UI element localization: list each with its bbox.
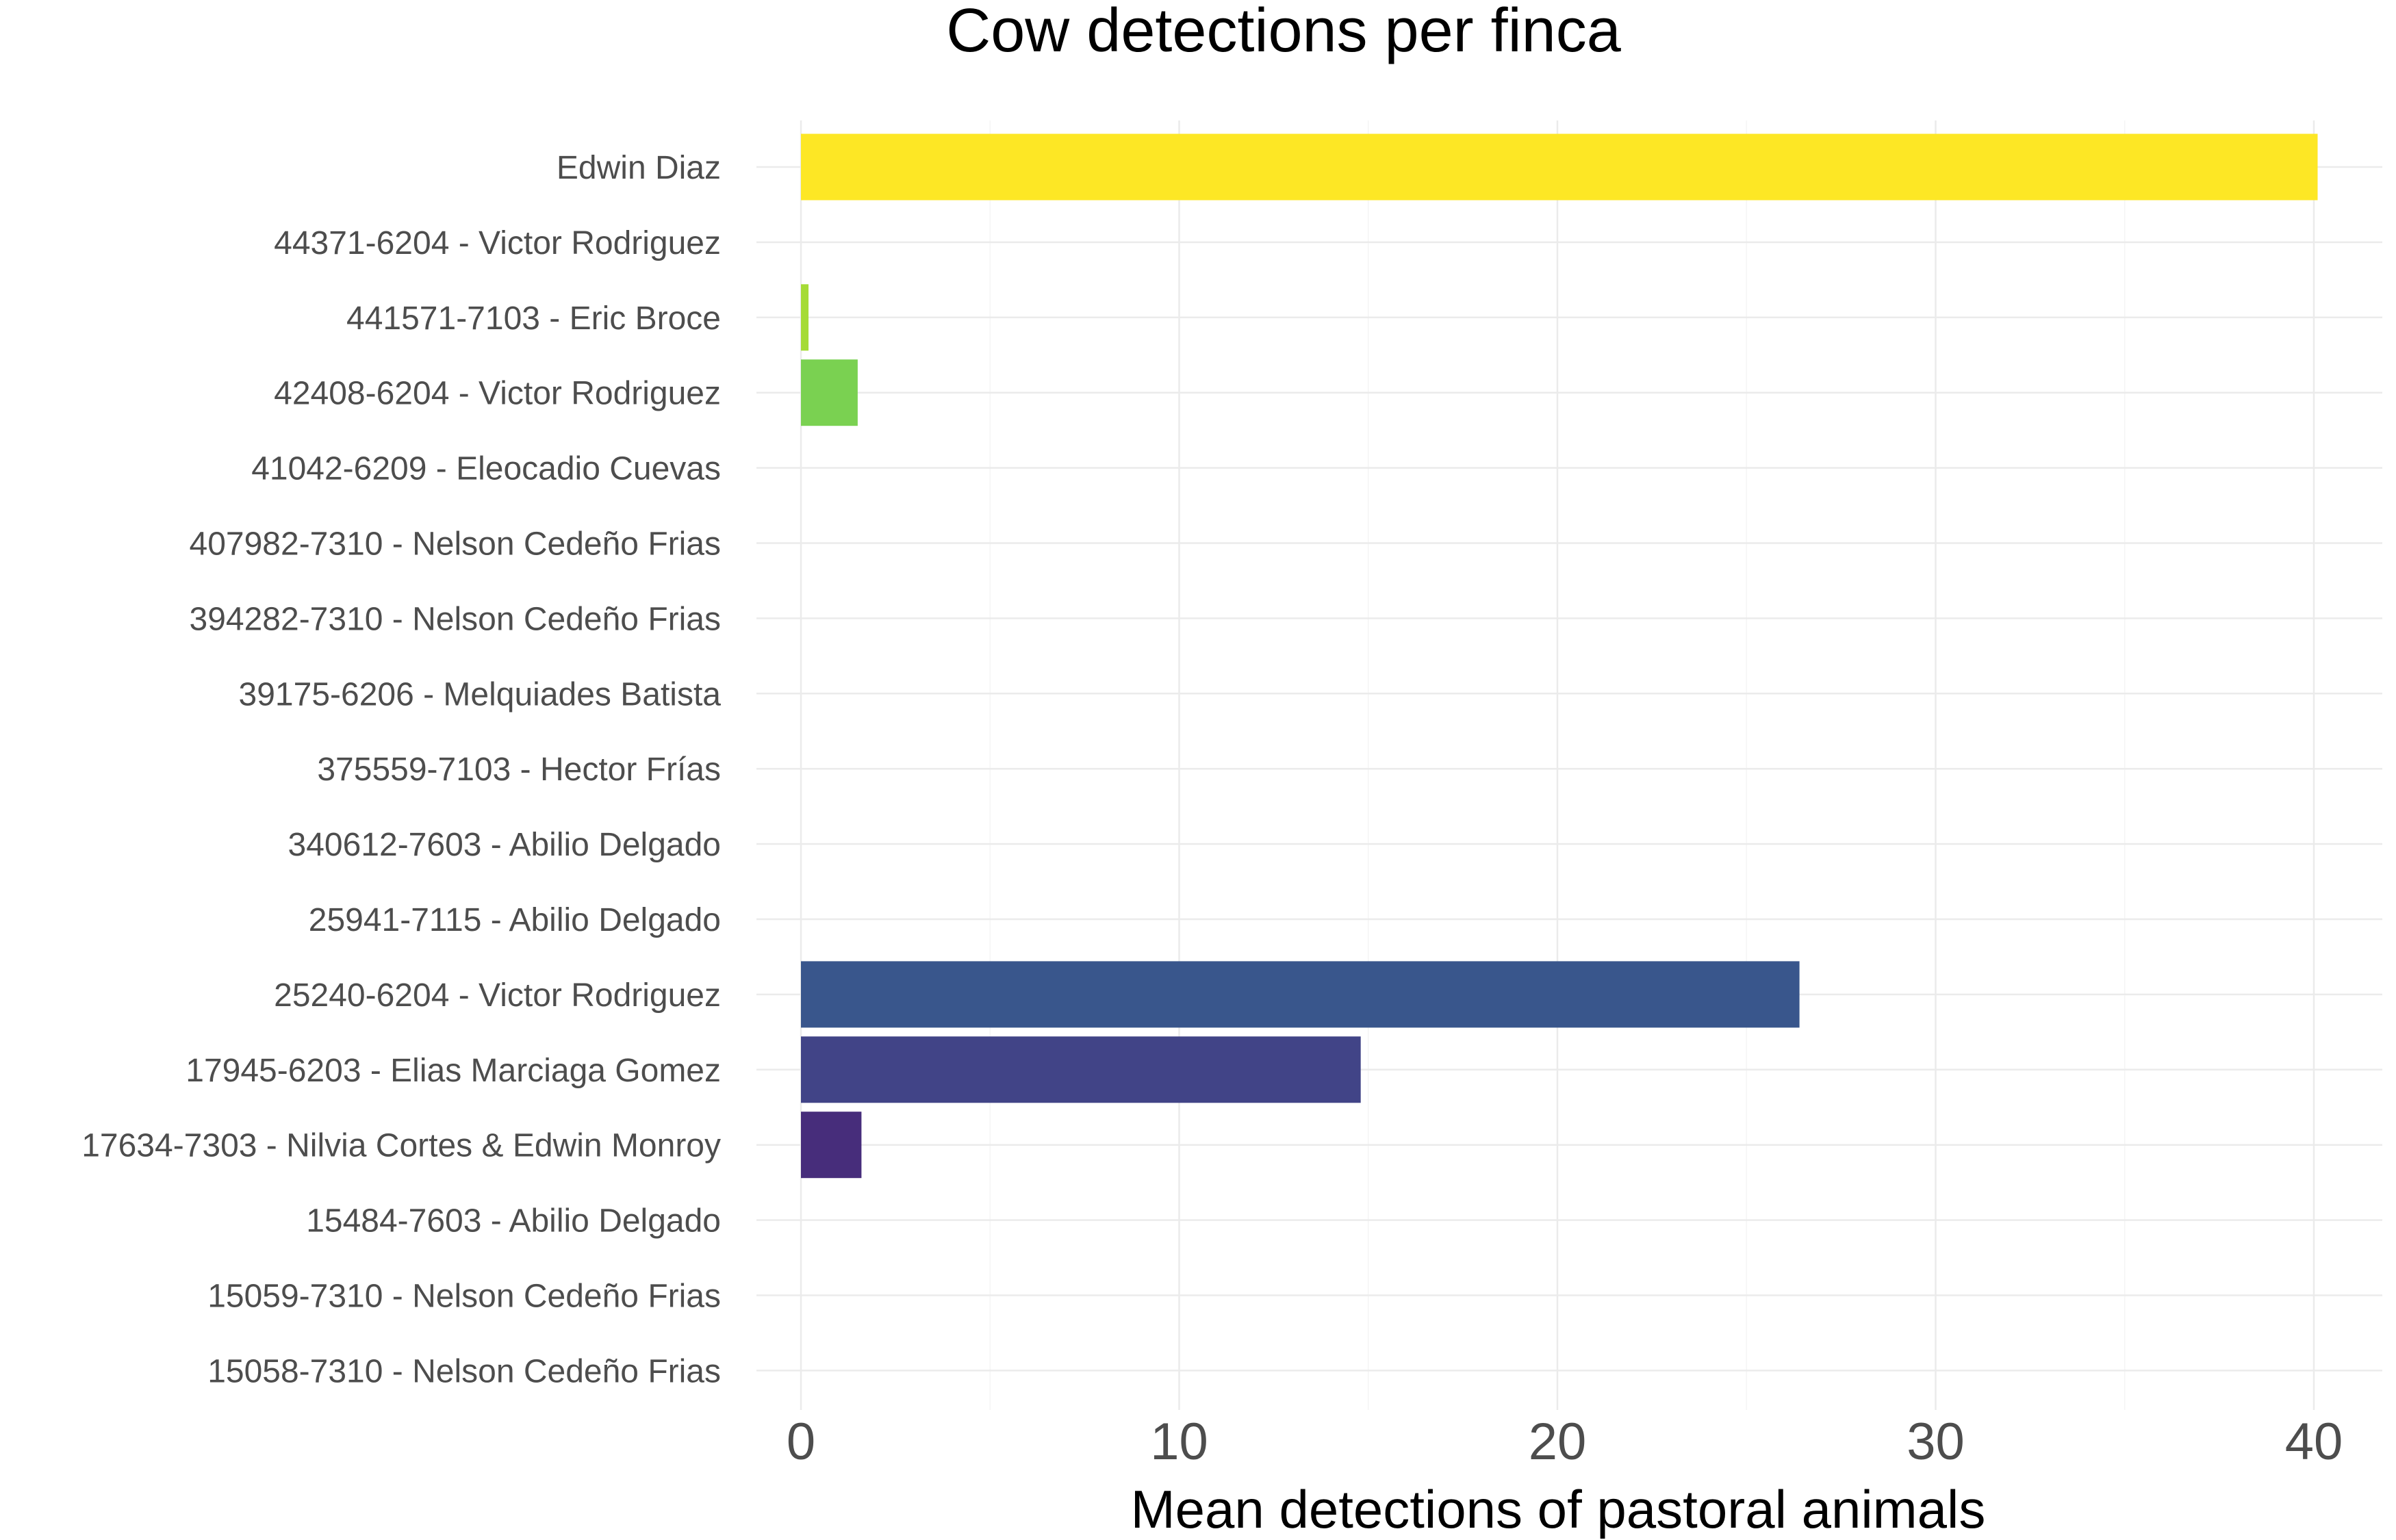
bar — [801, 133, 2318, 201]
category-label: 17945-6203 - Elias Marciaga Gomez — [186, 1053, 721, 1089]
bar — [801, 1036, 1361, 1103]
chart-title: Cow detections per finca — [946, 0, 1621, 65]
category-labels: Edwin Diaz 44371-6204 - Victor Rodriguez 4… — [81, 150, 721, 1389]
category-label: 39175-6206 - Melquiades Batista — [239, 676, 722, 713]
grid-lines — [756, 120, 2382, 1410]
category-label: Edwin Diaz — [557, 150, 721, 186]
x-tick-label: 0 — [787, 1413, 815, 1471]
category-label: 25240-6204 - Victor Rodriguez — [274, 977, 721, 1014]
category-label: 441571-7103 - Eric Broce — [346, 300, 721, 337]
x-axis-ticks: 0 10 20 30 40 — [787, 1413, 2343, 1471]
bar — [801, 359, 858, 426]
category-label: 407982-7310 - Nelson Cedeño Frias — [190, 526, 721, 563]
category-label: 44371-6204 - Victor Rodriguez — [274, 225, 721, 261]
category-label: 17634-7303 - Nilvia Cortes & Edwin Monro… — [81, 1128, 721, 1164]
category-label: 25941-7115 - Abilio Delgado — [309, 902, 721, 938]
bars — [801, 133, 2318, 1179]
bar — [801, 1112, 862, 1179]
x-tick-label: 10 — [1150, 1413, 1208, 1471]
category-label: 375559-7103 - Hector Frías — [317, 752, 721, 788]
category-label: 340612-7603 - Abilio Delgado — [288, 827, 721, 863]
category-label: 15059-7310 - Nelson Cedeño Frias — [207, 1279, 721, 1315]
category-label: 15484-7603 - Abilio Delgado — [306, 1203, 721, 1240]
category-label: 394282-7310 - Nelson Cedeño Frias — [190, 601, 721, 637]
category-label: 15058-7310 - Nelson Cedeño Frias — [207, 1353, 721, 1389]
x-tick-label: 30 — [1907, 1413, 1965, 1471]
category-label: 42408-6204 - Victor Rodriguez — [274, 376, 721, 412]
category-label: 41042-6209 - Eleocadio Cuevas — [251, 451, 721, 487]
x-tick-label: 20 — [1529, 1413, 1587, 1471]
bar — [801, 961, 1800, 1028]
x-axis-title: Mean detections of pastoral animals — [1131, 1479, 1986, 1539]
bar — [801, 284, 809, 351]
x-tick-label: 40 — [2285, 1413, 2343, 1471]
